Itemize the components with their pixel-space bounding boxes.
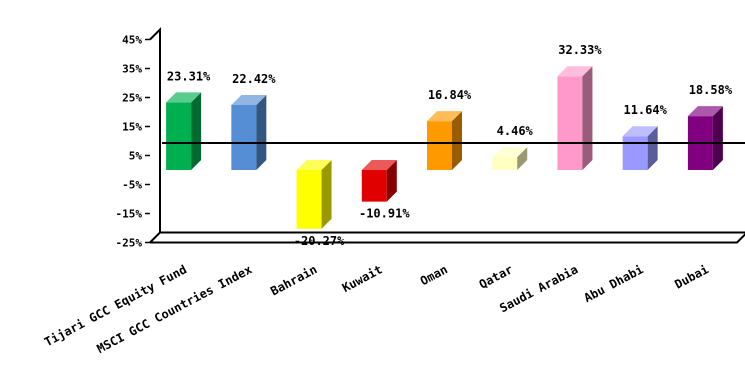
data-label: 22.42% [232,72,276,86]
data-label: 16.84% [428,88,472,102]
category-label: Oman [418,262,450,288]
y-tick-label: 45% [122,34,142,47]
bar-front [361,170,387,202]
bar [622,126,658,170]
y-tick-label: 5% [129,150,143,163]
data-labels: 23.31% 22.42% -20.27% -10.91% 16.84% 4.46% 32.… [167,43,733,248]
chart-walls [149,27,745,244]
bar-side [647,126,658,170]
side-wall [149,27,161,244]
bar-side [256,94,267,170]
bar-top [296,160,332,170]
category-label: Dubai [672,262,710,291]
bar [492,147,528,170]
y-tick-label: -15% [116,208,143,221]
bar-side [582,66,593,170]
bar-side [321,160,332,229]
bar [687,106,723,170]
data-label: -10.91% [359,207,410,221]
bar-front [492,157,518,170]
bar [427,111,462,170]
bar-side [452,111,462,170]
bar-top [687,106,723,117]
bar-top [427,111,462,122]
bar-side [386,160,397,202]
bar-front [296,170,322,229]
bar-side [517,147,528,170]
bar-side [712,106,723,170]
category-label: Kuwait [340,262,385,295]
data-label: 32.33% [558,43,602,57]
data-label: 11.64% [623,103,667,117]
bar-top [166,92,202,103]
data-label: -20.27% [294,234,345,248]
data-label: 4.46% [497,124,534,138]
bar-top [622,126,658,137]
y-axis-tick-labels: 45% 35% 25% 15% 5% -5% -15% -25% [116,34,150,250]
bar [166,92,202,170]
bar-front [231,104,257,170]
bar [296,160,332,229]
category-label: Abu Dhabi [582,262,646,305]
bar-top [557,66,593,77]
y-tick-label: 35% [122,63,142,76]
bar-front [427,121,452,170]
y-tick-label: 15% [122,121,142,134]
data-label: 23.31% [167,69,211,83]
bar-top [361,160,397,170]
bar [557,66,593,170]
bar [361,160,397,202]
bar [231,94,267,170]
bar-front [166,102,192,170]
floor-wall [150,231,745,244]
bar-front [557,76,583,170]
data-label: 18.58% [689,83,733,97]
bar-front [622,136,648,170]
bar-top [231,94,267,105]
y-tick-label: -5% [122,179,142,192]
y-tick-label: -25% [116,237,143,250]
category-label: Qatar [477,262,515,291]
y-tick-label: 25% [122,92,142,105]
bar-top [492,147,528,158]
category-label: Bahrain [268,262,319,298]
bar-side [191,92,202,170]
